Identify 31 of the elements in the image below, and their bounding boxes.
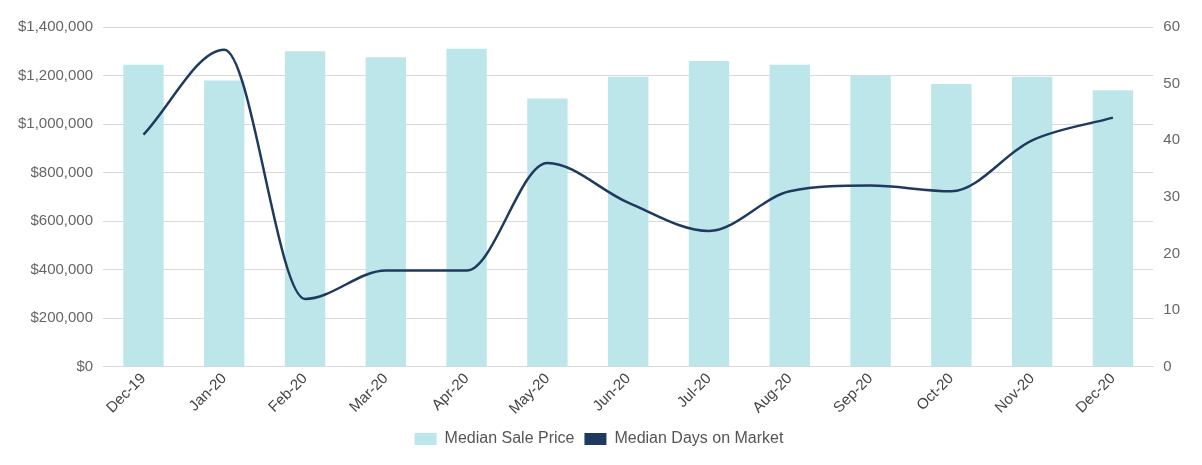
y2-tick-label: 10 (1163, 300, 1180, 318)
bar (446, 48, 487, 367)
y-tick-label: $200,000 (30, 308, 94, 326)
y2-tick-label: 0 (1163, 357, 1172, 375)
y-tick-label: $400,000 (30, 259, 94, 277)
y-tick-label: $0 (76, 357, 94, 375)
bar (1011, 76, 1053, 367)
y-tick-label: $800,000 (30, 162, 94, 180)
bar (365, 57, 407, 367)
bar (769, 64, 810, 367)
y-tick-label: $1,400,000 (18, 17, 94, 35)
legend-label: Median Sale Price (444, 429, 575, 447)
y2-tick-label: 60 (1163, 17, 1180, 35)
bar (123, 64, 164, 367)
y-tick-label: $1,200,000 (18, 65, 94, 83)
bar (850, 75, 891, 367)
bar (204, 80, 245, 367)
y-tick-label: $600,000 (30, 211, 94, 229)
line-series (142, 48, 1115, 301)
y2-tick-label: 30 (1163, 187, 1180, 205)
y-tick-label: $1,000,000 (18, 114, 94, 132)
bar (527, 98, 568, 367)
legend-label: Median Days on Market (614, 429, 784, 447)
bar (608, 76, 649, 367)
bar (1092, 90, 1134, 367)
bar (284, 51, 326, 367)
bar (931, 84, 972, 367)
y2-tick-label: 50 (1163, 73, 1180, 91)
y2-tick-label: 40 (1163, 130, 1180, 148)
bar (688, 60, 730, 367)
y2-tick-label: 20 (1163, 243, 1180, 261)
